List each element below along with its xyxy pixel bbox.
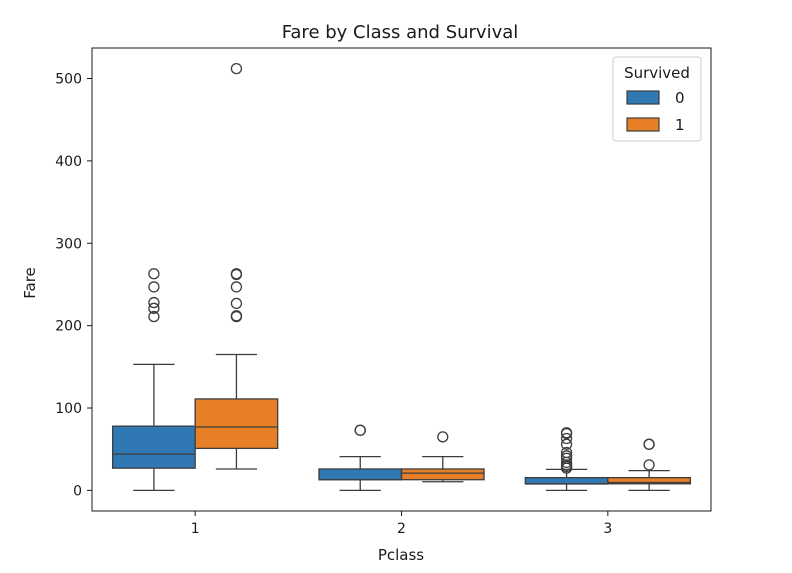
outlier-point [560,450,573,462]
outlier-point [230,62,243,75]
legend: Survived 0 1 [612,56,702,142]
chart-title: Fare by Class and Survival [282,22,519,43]
x-tick-label: 1 [191,521,200,537]
legend-swatch-0 [626,90,660,105]
outlier-point [148,281,160,293]
outlier-point [230,281,243,293]
outlier-point [643,459,655,471]
box-3-survived-0 [524,427,609,492]
legend-title: Survived [624,64,690,82]
x-axis-label: Pclass [378,546,424,564]
outlier-point [354,424,366,436]
y-tick-label: 100 [55,401,82,417]
box-1-survived-0 [111,268,196,492]
outlier-point [643,438,655,450]
box-body [318,468,403,481]
outlier-point [560,427,573,439]
legend-label-0: 0 [675,89,685,107]
y-tick-label: 500 [55,71,82,87]
outlier-point [560,438,573,450]
outlier-point [148,268,160,280]
legend-label-1: 1 [675,116,685,134]
y-tick-label: 400 [55,154,82,170]
x-tick-label: 3 [603,521,612,537]
box-body [194,398,279,450]
outlier-point [148,310,160,323]
y-tick-label: 0 [73,483,82,499]
outlier-point [230,268,243,280]
plot-area [111,62,692,492]
legend-swatch-1 [626,117,660,132]
box-body [607,476,692,485]
x-tick-label: 2 [397,521,406,537]
box-body [111,425,196,469]
box-body [400,468,485,481]
box-3-survived-1 [607,438,692,492]
box-1-survived-1 [194,62,279,470]
outlier-point [560,432,573,445]
box-body [524,476,609,485]
outlier-point [437,431,449,443]
outlier-point [230,310,243,322]
box-2-survived-0 [318,424,403,492]
outlier-point [148,296,160,309]
outlier-point [230,297,243,310]
axes: 0 100 200 300 400 500 1 2 3 [55,47,712,537]
outlier-point [148,302,160,314]
y-tick-label: 300 [55,236,82,252]
y-axis-label: Fare [21,267,39,299]
box-2-survived-1 [400,431,485,483]
y-tick-label: 200 [55,319,82,335]
outlier-point [560,446,573,459]
